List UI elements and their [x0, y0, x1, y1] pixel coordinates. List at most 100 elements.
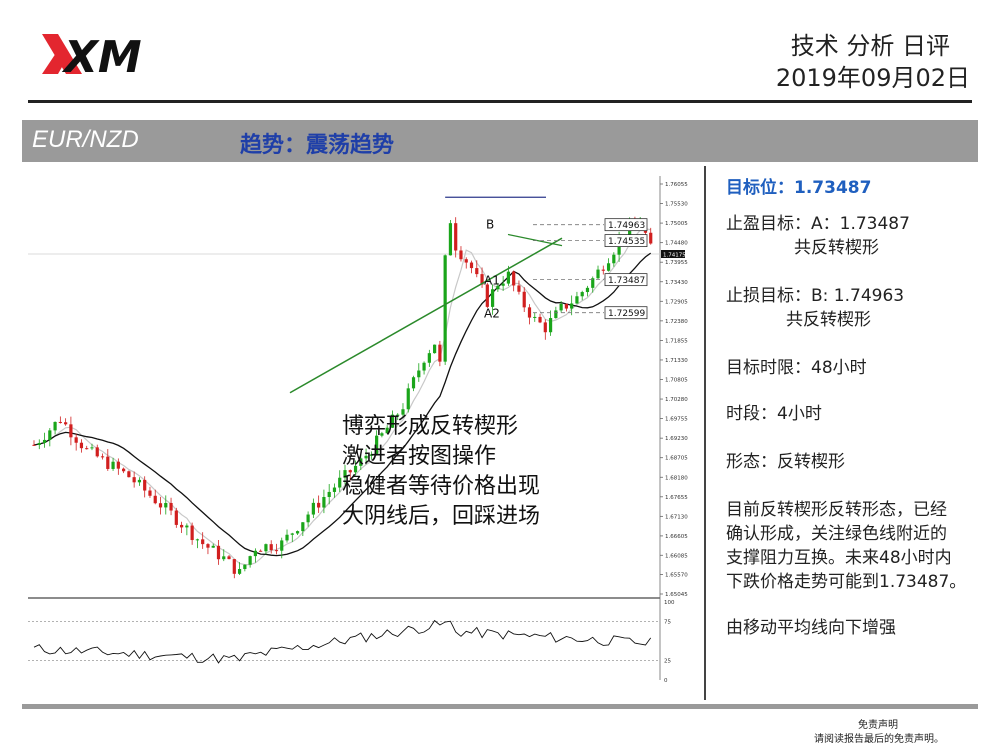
candle-body	[612, 254, 616, 264]
title-band: EUR/NZD 趋势：震荡趋势	[22, 120, 978, 162]
candle-body	[106, 456, 110, 469]
candle-body	[143, 479, 147, 491]
stop-loss-pattern: 共反转楔形	[786, 310, 871, 330]
candle-body	[185, 525, 189, 528]
description-line-3: 支撑阻力互换。未来48小时内	[726, 548, 952, 568]
candle-body	[485, 284, 489, 307]
candle-body	[290, 533, 294, 535]
candle-body	[301, 522, 305, 532]
pattern-type: 形态：反转楔形	[726, 452, 845, 472]
candle-body	[459, 250, 463, 260]
candle-body	[364, 455, 368, 459]
candle-body	[322, 497, 326, 508]
y-tick-label: 1.68180	[665, 475, 688, 481]
y-tick-label: 1.70280	[665, 397, 688, 403]
candle-body	[269, 544, 273, 551]
candle-body	[195, 539, 200, 541]
candle-body	[443, 255, 447, 362]
candle-body	[464, 259, 468, 263]
footer-divider	[22, 704, 978, 709]
candle-body	[153, 495, 157, 504]
candle-body	[490, 289, 495, 307]
price-chart: 1.76055 1.75530 1.75005 1.74480 1.73955 1.734…	[28, 170, 688, 690]
y-tick-label: 1.66605	[665, 534, 688, 540]
y-tick-label: 1.72905	[665, 299, 688, 305]
candle-body	[406, 388, 410, 410]
annotation-line-1: 博弈形成反转楔形	[342, 414, 519, 439]
candle-body	[385, 427, 389, 434]
candle-body	[116, 461, 120, 469]
candle-body	[396, 414, 400, 416]
candle-body	[317, 502, 321, 508]
point-b-label: B	[486, 218, 494, 232]
candle-body	[85, 448, 89, 450]
candle-body	[369, 454, 373, 456]
candle-body	[649, 232, 653, 244]
take-profit-value: 止盈目标：A：1.73487	[726, 214, 910, 234]
stop-loss-value: 止损目标：B: 1.74963	[726, 286, 905, 306]
candle-body	[411, 377, 416, 389]
description-line-4: 下跌价格走势可能到1.73487。	[726, 572, 967, 592]
candle-body	[359, 458, 363, 466]
candle-body	[248, 556, 252, 565]
candle-body	[201, 539, 205, 545]
level-box	[604, 234, 648, 248]
candle-body	[64, 422, 68, 425]
candle-body	[264, 544, 268, 552]
level-box	[604, 273, 648, 287]
candle-body	[375, 435, 379, 455]
candle-body	[179, 524, 184, 528]
candle-body	[95, 447, 99, 457]
moving-average-note: 由移动平均线向下增强	[726, 618, 896, 638]
candle-body	[575, 296, 579, 304]
candle-body	[448, 223, 453, 256]
candle-body	[306, 514, 310, 523]
annotation-line-2: 激进者按图操作	[342, 444, 497, 469]
osc-tick-label: 100	[664, 600, 675, 606]
annotation-line-3: 稳健者等待价格出现	[342, 474, 541, 499]
candle-body	[617, 239, 621, 255]
candle-body	[433, 344, 437, 354]
xm-logo: XM	[42, 32, 142, 80]
candle-body	[237, 569, 242, 574]
candle-body	[127, 471, 131, 478]
candle-body	[111, 461, 115, 469]
candle-body	[353, 465, 358, 473]
candle-body	[380, 433, 384, 436]
currency-pair: EUR/NZD	[32, 126, 139, 153]
candle-body	[327, 491, 331, 498]
candle-body	[454, 223, 458, 251]
candle-body	[32, 444, 36, 446]
take-profit-pattern: 共反转楔形	[794, 238, 879, 258]
chart-annotation: 博弈形成反转楔形 激进者按图操作 稳健者等待价格出现 大阴线后，回踩进场	[342, 412, 540, 532]
candle-body	[591, 278, 595, 288]
candle-body	[512, 271, 516, 286]
wedge-support-line	[289, 237, 563, 394]
candle-body	[580, 292, 584, 297]
candle-body	[554, 310, 558, 319]
candle-body	[533, 316, 537, 318]
candle-body	[169, 502, 173, 511]
candle-body	[259, 550, 263, 552]
y-tick-label: 1.67655	[665, 495, 688, 501]
candle-body	[422, 362, 426, 371]
candle-body	[227, 556, 231, 560]
y-tick-label: 1.74480	[665, 241, 688, 247]
level-value: 1.74963	[608, 221, 645, 231]
candle-body	[90, 447, 94, 449]
candle-body	[338, 477, 342, 488]
candle-body	[122, 468, 126, 472]
y-tick-label: 1.73430	[665, 280, 688, 286]
candle-body	[232, 559, 236, 574]
candle-body	[601, 269, 605, 271]
y-tick-label: 1.65045	[665, 592, 688, 598]
description-line-1: 目前反转楔形反转形态，已经	[726, 500, 947, 520]
candle-body	[570, 303, 574, 309]
y-tick-label: 1.76055	[665, 182, 688, 188]
candle-body	[58, 421, 62, 423]
analysis-description: 目前反转楔形反转形态，已经 确认形成，关注绿色线附近的 支撑阻力互换。未来48小…	[726, 498, 996, 594]
candle-body	[274, 550, 279, 552]
candle-body	[211, 545, 215, 548]
osc-tick-label: 25	[664, 659, 671, 665]
level-label: A1	[484, 274, 500, 288]
